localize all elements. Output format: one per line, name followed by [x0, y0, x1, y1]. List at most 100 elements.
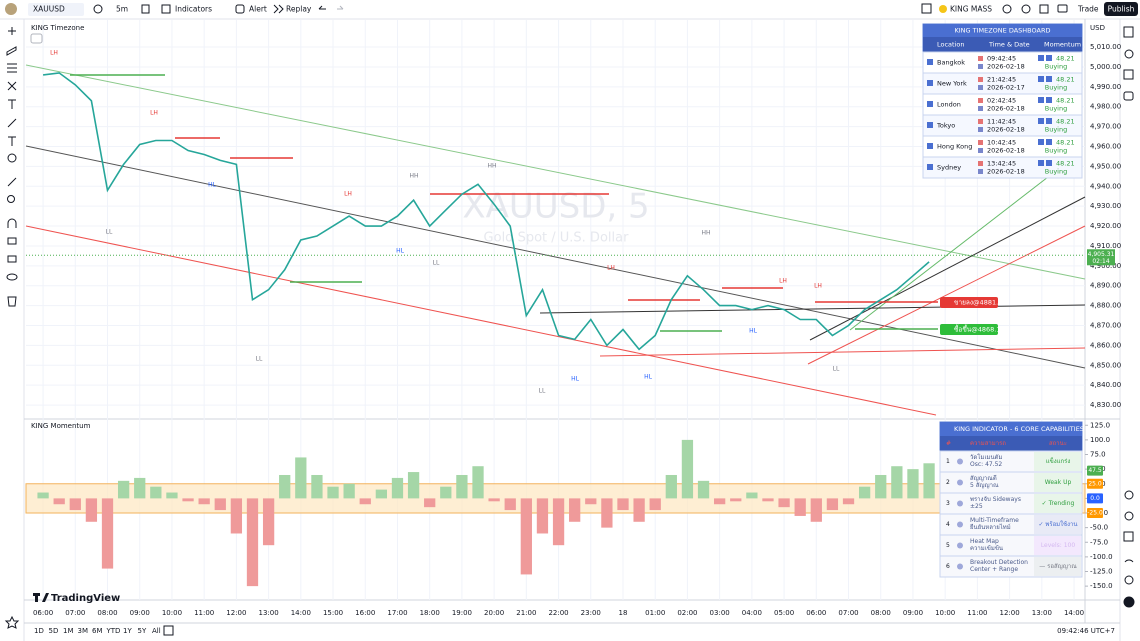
avatar[interactable]	[5, 3, 17, 15]
symbol-box[interactable]	[28, 3, 84, 16]
fullscreen[interactable]	[1039, 4, 1049, 14]
interval[interactable]: 5m	[116, 5, 128, 14]
flag	[927, 101, 933, 107]
brush-tool[interactable]	[7, 118, 17, 128]
magnet-tool[interactable]	[7, 218, 17, 228]
notifications[interactable]	[1124, 575, 1134, 585]
range-button[interactable]: All	[152, 627, 161, 635]
ruler-tool[interactable]	[7, 177, 17, 187]
fib-tool[interactable]	[7, 63, 17, 73]
watermark: XAUUSD, 5	[462, 187, 649, 227]
toolbar	[0, 0, 1140, 19]
lock-tool[interactable]	[7, 237, 17, 245]
momentum: 48.21	[1056, 139, 1075, 147]
crosshair-tool[interactable]	[8, 27, 16, 35]
collapse[interactable]	[30, 33, 43, 44]
location: Hong Kong	[937, 143, 972, 151]
lock-all-tool[interactable]	[7, 255, 17, 263]
stream[interactable]	[1124, 559, 1134, 563]
momentum-icon	[1046, 118, 1052, 124]
hide-tool[interactable]	[6, 273, 18, 281]
swing-label: LL	[106, 229, 113, 236]
layout-box[interactable]	[921, 3, 932, 14]
range-button[interactable]: 5Y	[138, 627, 147, 635]
delete-tool[interactable]	[7, 296, 17, 307]
range-button[interactable]: 1Y	[123, 627, 132, 635]
settings[interactable]	[1021, 4, 1031, 14]
goto-date[interactable]	[163, 625, 174, 636]
data-window[interactable]	[1123, 69, 1134, 80]
news[interactable]	[1123, 531, 1134, 542]
momentum-bar	[375, 489, 388, 499]
momentum-bar	[633, 498, 645, 522]
momentum-bar	[794, 498, 806, 516]
buy-label: ซื้อขึ้น@4868.13	[954, 325, 1005, 334]
text-tool[interactable]	[8, 136, 16, 146]
trade[interactable]: Trade	[1077, 5, 1099, 14]
indicators[interactable]: Indicators	[175, 5, 212, 14]
help[interactable]	[1123, 596, 1135, 608]
ideas[interactable]	[1124, 490, 1134, 500]
x-tick-label: 18	[619, 609, 628, 617]
emoji-tool[interactable]	[7, 153, 17, 163]
projection-tool[interactable]	[8, 99, 16, 109]
swing-label: HH	[487, 163, 496, 170]
x-tick-label: 08:00	[871, 609, 891, 617]
add-icon[interactable]	[93, 4, 103, 14]
publish-button[interactable]	[1104, 2, 1138, 16]
undo[interactable]	[318, 5, 326, 10]
zoom-tool[interactable]	[7, 195, 15, 203]
trend-tool[interactable]	[6, 46, 17, 56]
calendar[interactable]	[1124, 511, 1134, 521]
x-tick-label: 12:00	[226, 609, 246, 617]
range-button[interactable]: 5D	[49, 627, 59, 635]
alert-icon[interactable]	[235, 4, 245, 14]
swing-label: LH	[50, 50, 58, 57]
alerts[interactable]	[1124, 49, 1134, 59]
momentum-bar	[456, 474, 468, 499]
y-tick-label: 4,870.00	[1090, 322, 1121, 330]
range-button[interactable]: 1D	[34, 627, 44, 635]
row-number: 1	[946, 458, 950, 465]
y-tick-label: 4,990.00	[1090, 83, 1121, 91]
momentum-bar	[150, 486, 162, 499]
alert[interactable]: Alert	[249, 5, 267, 14]
layout-name[interactable]: KING MASS	[950, 5, 992, 14]
favorites[interactable]	[4, 615, 20, 629]
status: Weak Up	[1045, 479, 1072, 486]
symbol[interactable]: XAUUSD	[33, 5, 65, 14]
pattern-tool[interactable]	[7, 81, 17, 91]
y-tick-label: 4,840.00	[1090, 381, 1121, 389]
calendar-icon	[978, 127, 983, 132]
momentum-bar	[262, 498, 275, 546]
status: — รอสัญญาณ	[1039, 563, 1077, 570]
row-number: 5	[946, 542, 950, 549]
range-button[interactable]: 1M	[63, 627, 74, 635]
momentum-bar	[327, 486, 339, 499]
range-button[interactable]: YTD	[106, 627, 121, 635]
momentum-bar	[665, 474, 677, 499]
range-button[interactable]: 3M	[78, 627, 89, 635]
momentum-bar	[617, 498, 629, 511]
replay-icon[interactable]	[273, 4, 284, 14]
dashboard-title-bar	[923, 24, 1082, 37]
indicators-icon[interactable]	[161, 4, 171, 14]
chats[interactable]	[1123, 91, 1134, 101]
redo[interactable]	[337, 5, 344, 10]
momentum-bar	[552, 498, 565, 546]
calendar-icon	[978, 64, 983, 69]
snapshot[interactable]	[1057, 4, 1068, 13]
status-cell	[1034, 494, 1081, 513]
chart-type-icon[interactable]	[141, 4, 150, 14]
watchlist[interactable]	[1123, 26, 1134, 38]
momentum-bar	[85, 498, 98, 522]
swing-label: HH	[701, 230, 710, 237]
range-button[interactable]: 6M	[92, 627, 103, 635]
y-tick-label: -50.0	[1090, 524, 1108, 532]
status-cell	[1034, 452, 1081, 471]
status: Buying	[1045, 84, 1067, 92]
replay[interactable]: Replay	[286, 5, 312, 14]
publish[interactable]: Publish	[1108, 5, 1135, 14]
pane-title: KING Momentum	[31, 422, 91, 430]
search[interactable]	[1002, 4, 1012, 14]
